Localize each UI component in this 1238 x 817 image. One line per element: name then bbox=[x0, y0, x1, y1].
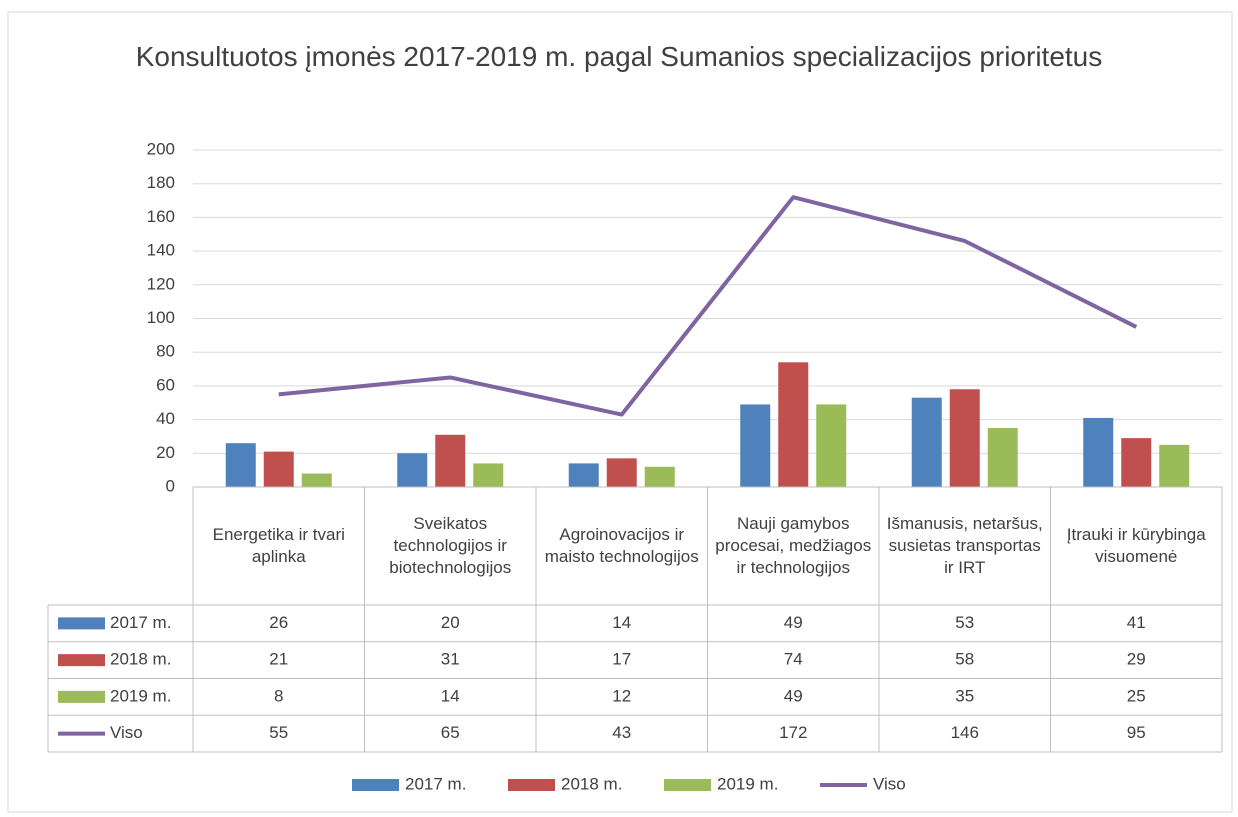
table-value: 65 bbox=[441, 723, 460, 742]
bar bbox=[911, 397, 942, 487]
bar bbox=[435, 434, 466, 487]
table-value: 8 bbox=[274, 686, 283, 705]
table-value: 35 bbox=[955, 686, 974, 705]
bar bbox=[301, 473, 332, 487]
table-value: 17 bbox=[612, 650, 631, 669]
y-tick-label: 100 bbox=[147, 308, 175, 327]
bar bbox=[397, 453, 428, 487]
table-value: 14 bbox=[441, 686, 460, 705]
bar bbox=[263, 451, 294, 487]
legend-swatch bbox=[664, 779, 711, 791]
x-tick-label: Įtrauki ir kūrybinga visuomenė bbox=[1066, 525, 1206, 566]
line-series bbox=[278, 195, 1138, 417]
x-tick-label: Nauji gamybos procesai, medžiagos ir tec… bbox=[715, 514, 872, 577]
bar bbox=[1159, 444, 1190, 487]
bar bbox=[606, 458, 637, 487]
x-tick-label: Agroinovacijos ir maisto technologijos bbox=[544, 525, 699, 566]
table-value: 172 bbox=[779, 723, 807, 742]
table-value: 31 bbox=[441, 650, 460, 669]
legend-swatch bbox=[352, 779, 399, 791]
bar bbox=[644, 466, 675, 487]
table-value: 58 bbox=[955, 650, 974, 669]
bar bbox=[1121, 438, 1152, 487]
legend-swatch bbox=[58, 617, 105, 630]
table-value: 55 bbox=[269, 723, 288, 742]
y-tick-label: 200 bbox=[147, 139, 175, 158]
table-value: 53 bbox=[955, 613, 974, 632]
table-value: 49 bbox=[784, 613, 803, 632]
y-tick-label: 80 bbox=[156, 342, 175, 361]
bar bbox=[225, 443, 256, 487]
bar bbox=[987, 428, 1018, 487]
legend-label: Viso bbox=[873, 774, 906, 793]
y-tick-label: 0 bbox=[166, 476, 175, 495]
bar bbox=[1083, 417, 1114, 487]
y-tick-label: 60 bbox=[156, 375, 175, 394]
x-tick-label: Sveikatos technologijos ir biotechnologi… bbox=[389, 514, 512, 577]
x-tick-label: Išmanusis, netaršus, susietas transporta… bbox=[886, 514, 1043, 577]
bar bbox=[778, 362, 809, 487]
legend-swatch bbox=[58, 690, 105, 703]
table-value: 21 bbox=[269, 650, 288, 669]
bar bbox=[740, 404, 771, 487]
y-tick-label: 180 bbox=[147, 173, 175, 192]
table-value: 29 bbox=[1127, 650, 1146, 669]
y-tick-label: 20 bbox=[156, 443, 175, 462]
x-tick-label: Energetika ir tvari aplinka bbox=[212, 525, 345, 566]
table-value: 14 bbox=[612, 613, 631, 632]
table-value: 25 bbox=[1127, 686, 1146, 705]
legend-label: 2017 m. bbox=[110, 613, 171, 632]
bar bbox=[473, 463, 504, 487]
table-value: 95 bbox=[1127, 723, 1146, 742]
chart-border bbox=[7, 11, 1233, 813]
legend-label: 2019 m. bbox=[717, 774, 778, 793]
table-value: 49 bbox=[784, 686, 803, 705]
chart-title: Konsultuotos įmonės 2017-2019 m. pagal S… bbox=[135, 41, 1103, 72]
bar bbox=[568, 463, 599, 487]
legend-label: 2018 m. bbox=[561, 774, 622, 793]
table-value: 41 bbox=[1127, 613, 1146, 632]
legend-label: Viso bbox=[110, 723, 143, 742]
legend-swatch bbox=[508, 779, 555, 791]
table-value: 12 bbox=[612, 686, 631, 705]
table-value: 43 bbox=[612, 723, 631, 742]
table-value: 20 bbox=[441, 613, 460, 632]
table-value: 146 bbox=[951, 723, 979, 742]
legend-label: 2017 m. bbox=[405, 774, 466, 793]
table-value: 74 bbox=[784, 650, 803, 669]
legend-label: 2018 m. bbox=[110, 650, 171, 669]
legend-swatch bbox=[58, 654, 105, 667]
y-tick-label: 140 bbox=[147, 241, 175, 260]
y-tick-label: 120 bbox=[147, 274, 175, 293]
y-tick-label: 40 bbox=[156, 409, 175, 428]
table-value: 26 bbox=[269, 613, 288, 632]
y-tick-label: 160 bbox=[147, 207, 175, 226]
legend-label: 2019 m. bbox=[110, 686, 171, 705]
bar bbox=[949, 389, 980, 487]
bar bbox=[816, 404, 847, 487]
